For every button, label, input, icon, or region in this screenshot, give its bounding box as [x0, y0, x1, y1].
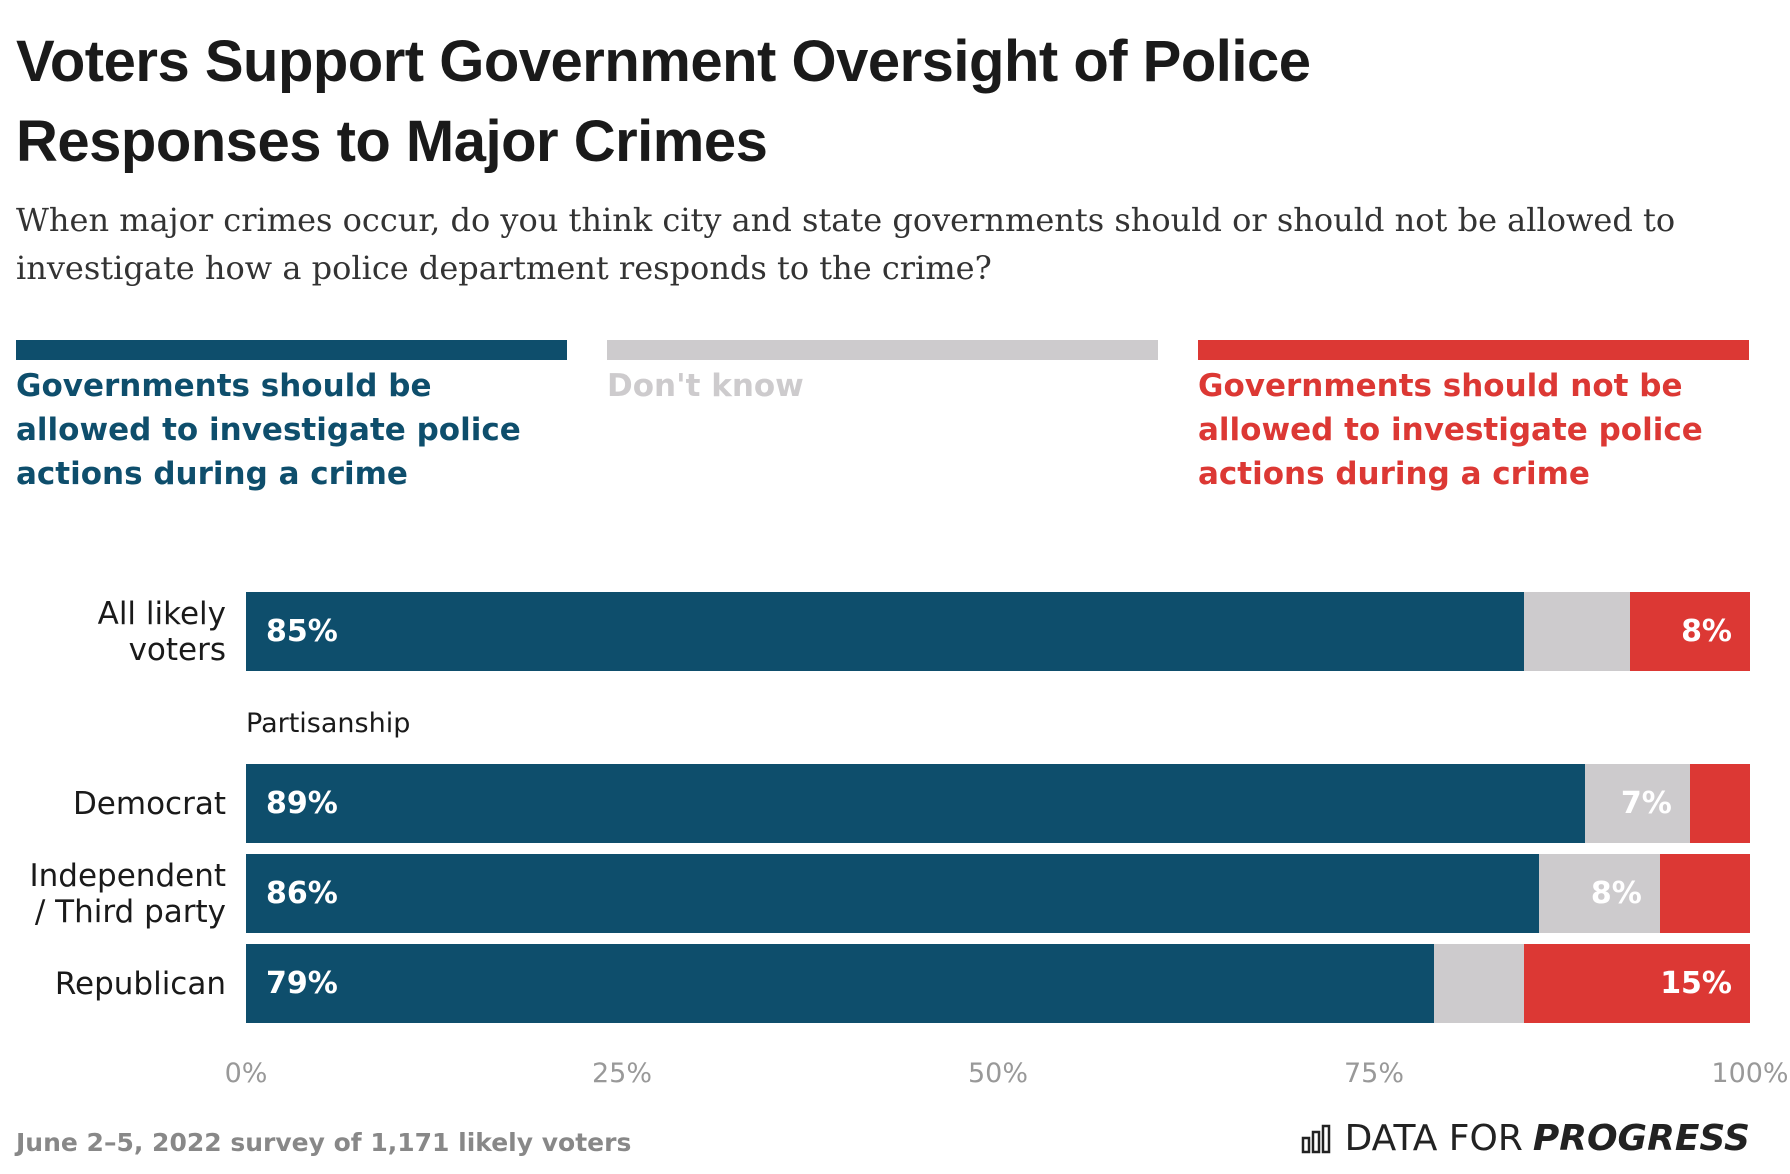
legend-swatch: [1198, 340, 1749, 360]
value-label: 79%: [266, 966, 338, 1001]
group-label: Partisanship: [246, 708, 411, 739]
bar-segment: [1689, 764, 1750, 843]
legend-label: Governments should not be allowed to inv…: [1198, 368, 1703, 492]
brand-text-bold: PROGRESS: [1532, 1118, 1750, 1159]
category-label: Republican: [54, 965, 226, 1002]
value-label: 15%: [1660, 966, 1732, 1001]
value-label: 85%: [266, 614, 338, 649]
logo-icon: [1301, 1124, 1330, 1153]
x-tick-label: 50%: [967, 1058, 1029, 1089]
legend-label: Don't know: [607, 368, 804, 404]
x-tick-label: 75%: [1343, 1058, 1405, 1089]
source-note: June 2–5, 2022 survey of 1,171 likely vo…: [16, 1128, 632, 1157]
x-tick-label: 100%: [1711, 1058, 1789, 1089]
bar-segment: [246, 764, 1585, 843]
category-label: Independent / Third party: [29, 857, 227, 930]
value-label: 86%: [266, 876, 338, 911]
x-tick-label: 0%: [224, 1058, 268, 1089]
chart-subtitle: When major crimes occur, do you think ci…: [16, 201, 1676, 287]
bar-segment: [246, 944, 1435, 1023]
bar-segment: [1584, 764, 1690, 843]
value-label: 8%: [1590, 876, 1642, 911]
brand-text: DATA FOR: [1344, 1118, 1523, 1159]
bar-segment: [246, 854, 1540, 933]
legend-label: Governments should be allowed to investi…: [16, 368, 521, 492]
bar-segment: [1524, 592, 1630, 671]
value-label: 7%: [1620, 786, 1672, 821]
legend-swatch: [607, 340, 1158, 360]
bar-segment: [1659, 854, 1750, 933]
category-label: All likely voters: [97, 595, 226, 668]
value-label: 89%: [266, 786, 338, 821]
bar-segment: [1524, 944, 1750, 1023]
chart-title: Voters Support Government Oversight of P…: [16, 29, 1311, 174]
brand-logo: DATA FOR PROGRESS: [1301, 1118, 1750, 1159]
x-tick-label: 25%: [591, 1058, 653, 1089]
legend-swatch: [16, 340, 567, 360]
value-label: 8%: [1681, 614, 1732, 649]
category-label: Democrat: [72, 785, 226, 822]
bar-segment: [1629, 592, 1750, 671]
bar-segment: [1434, 944, 1525, 1023]
bar-segment: [246, 592, 1525, 671]
bar-segment: [1539, 854, 1660, 933]
